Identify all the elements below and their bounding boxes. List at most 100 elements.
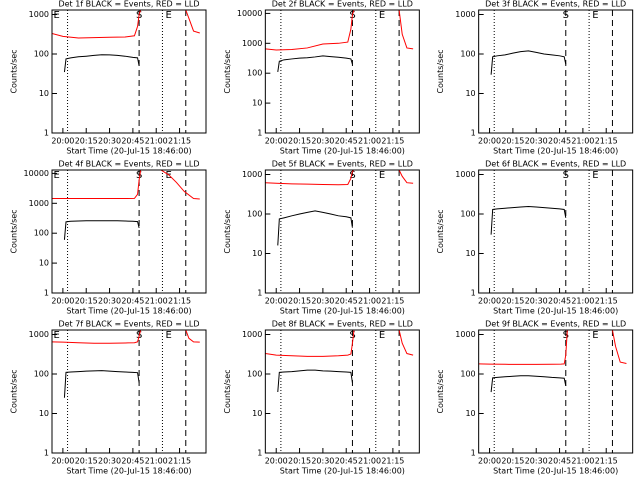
y-tick-label: 1000 xyxy=(242,39,262,48)
annotation: E xyxy=(379,10,385,21)
y-tick-label: 1 xyxy=(44,289,49,298)
panel: Det 8f BLACK = Events, RED = LLD Counts/s… xyxy=(223,320,420,476)
y-tick-label: 100 xyxy=(460,50,475,59)
x-axis-label: Start Time (20-Jul-15 18:46:00) xyxy=(493,467,618,476)
x-tick-label: 20:00 xyxy=(265,457,288,466)
plot-frame xyxy=(478,169,634,294)
x-tick-label: 21:15 xyxy=(168,297,191,306)
annotation: E xyxy=(166,10,172,21)
y-tick-label: 10 xyxy=(39,409,49,418)
x-tick-label: 21:15 xyxy=(168,137,191,146)
y-tick-label: 100 xyxy=(34,370,49,379)
series-line xyxy=(52,170,200,200)
y-axis-label: Counts/sec xyxy=(436,369,445,413)
y-tick-label: 10000 xyxy=(237,9,262,18)
panel: Det 7f BLACK = Events, RED = LLD Counts/s… xyxy=(10,320,207,476)
x-axis-label: Start Time (20-Jul-15 18:46:00) xyxy=(66,147,191,156)
y-axis-label: Counts/sec xyxy=(223,369,232,413)
annotation: E xyxy=(54,170,60,181)
panel-title: Det 8f BLACK = Events, RED = LLD xyxy=(272,320,413,329)
x-axis-label: Start Time (20-Jul-15 18:46:00) xyxy=(280,307,405,316)
annotation: E xyxy=(592,330,598,341)
x-tick-label: 21:00 xyxy=(571,457,594,466)
x-tick-label: 20:30 xyxy=(525,137,548,146)
x-tick-label: 20:00 xyxy=(51,457,74,466)
series-line xyxy=(52,10,200,39)
x-tick-label: 20:00 xyxy=(478,137,501,146)
x-tick-label: 21:15 xyxy=(595,297,618,306)
y-tick-label: 10 xyxy=(252,409,262,418)
y-tick-label: 1 xyxy=(471,129,476,138)
y-tick-label: 1 xyxy=(44,129,49,138)
y-tick-label: 10 xyxy=(39,89,49,98)
panel: Det 4f BLACK = Events, RED = LLD Counts/s… xyxy=(10,160,207,316)
panel: Det 5f BLACK = Events, RED = LLD Counts/s… xyxy=(223,160,420,316)
annotation: S xyxy=(563,10,569,21)
x-tick-label: 21:00 xyxy=(145,457,168,466)
x-tick-label: 20:15 xyxy=(501,297,524,306)
plot-frame xyxy=(264,329,420,454)
x-tick-label: 20:30 xyxy=(311,457,334,466)
panel-title: Det 1f BLACK = Events, RED = LLD xyxy=(58,0,199,9)
series-line xyxy=(63,220,140,240)
x-axis-label: Start Time (20-Jul-15 18:46:00) xyxy=(66,307,191,316)
y-tick-label: 1000 xyxy=(455,330,475,339)
plot-frame xyxy=(264,169,420,294)
y-tick-label: 100 xyxy=(460,210,475,219)
y-tick-label: 1000 xyxy=(242,330,262,339)
y-tick-label: 10 xyxy=(39,259,49,268)
series-line xyxy=(52,330,200,344)
series-line xyxy=(490,375,567,393)
panel-title: Det 4f BLACK = Events, RED = LLD xyxy=(58,160,199,169)
annotation: E xyxy=(54,10,60,21)
y-tick-label: 100 xyxy=(34,50,49,59)
x-tick-label: 20:15 xyxy=(288,457,311,466)
panel-title: Det 7f BLACK = Events, RED = LLD xyxy=(58,320,199,329)
x-tick-label: 21:00 xyxy=(145,297,168,306)
x-tick-label: 20:30 xyxy=(98,297,121,306)
panel: Det 3f BLACK = Events, RED = LLD Counts/s… xyxy=(436,0,634,156)
series-line xyxy=(277,210,353,246)
series-line xyxy=(478,330,627,365)
x-tick-label: 20:45 xyxy=(548,457,571,466)
x-tick-label: 20:45 xyxy=(335,297,358,306)
x-tick-label: 20:15 xyxy=(75,297,98,306)
panel-title: Det 6f BLACK = Events, RED = LLD xyxy=(485,160,626,169)
plot-frame xyxy=(51,169,207,294)
y-tick-label: 1000 xyxy=(29,199,49,208)
annotation: E xyxy=(54,330,60,341)
panel: Det 2f BLACK = Events, RED = LLD Counts/s… xyxy=(223,0,420,156)
x-tick-label: 21:00 xyxy=(571,137,594,146)
x-tick-label: 21:00 xyxy=(358,137,381,146)
x-axis-label: Start Time (20-Jul-15 18:46:00) xyxy=(493,147,618,156)
x-axis-label: Start Time (20-Jul-15 18:46:00) xyxy=(280,467,405,476)
y-tick-label: 100 xyxy=(34,229,49,238)
x-tick-label: 20:00 xyxy=(478,457,501,466)
x-tick-label: 20:45 xyxy=(121,137,144,146)
series-line xyxy=(265,10,414,51)
panel: Det 6f BLACK = Events, RED = LLD Counts/s… xyxy=(436,160,634,316)
x-tick-label: 20:15 xyxy=(288,137,311,146)
y-tick-label: 1 xyxy=(257,129,262,138)
y-axis-label: Counts/sec xyxy=(223,49,232,93)
y-axis-label: Counts/sec xyxy=(10,369,19,413)
panel: Det 9f BLACK = Events, RED = LLD Counts/s… xyxy=(436,320,634,476)
x-tick-label: 20:30 xyxy=(98,137,121,146)
x-tick-label: 20:45 xyxy=(335,457,358,466)
y-tick-label: 1000 xyxy=(242,170,262,179)
x-axis-label: Start Time (20-Jul-15 18:46:00) xyxy=(493,307,618,316)
series-line xyxy=(265,170,414,186)
x-tick-label: 21:00 xyxy=(145,137,168,146)
series-line xyxy=(265,330,414,357)
panel-title: Det 5f BLACK = Events, RED = LLD xyxy=(272,160,413,169)
series-line xyxy=(277,369,353,393)
y-tick-label: 10 xyxy=(465,409,475,418)
x-tick-label: 20:30 xyxy=(525,457,548,466)
x-tick-label: 21:00 xyxy=(571,297,594,306)
panel-title: Det 3f BLACK = Events, RED = LLD xyxy=(485,0,626,9)
y-tick-label: 10 xyxy=(252,249,262,258)
panel: Det 1f BLACK = Events, RED = LLD Counts/s… xyxy=(10,0,207,156)
x-tick-label: 21:00 xyxy=(358,297,381,306)
